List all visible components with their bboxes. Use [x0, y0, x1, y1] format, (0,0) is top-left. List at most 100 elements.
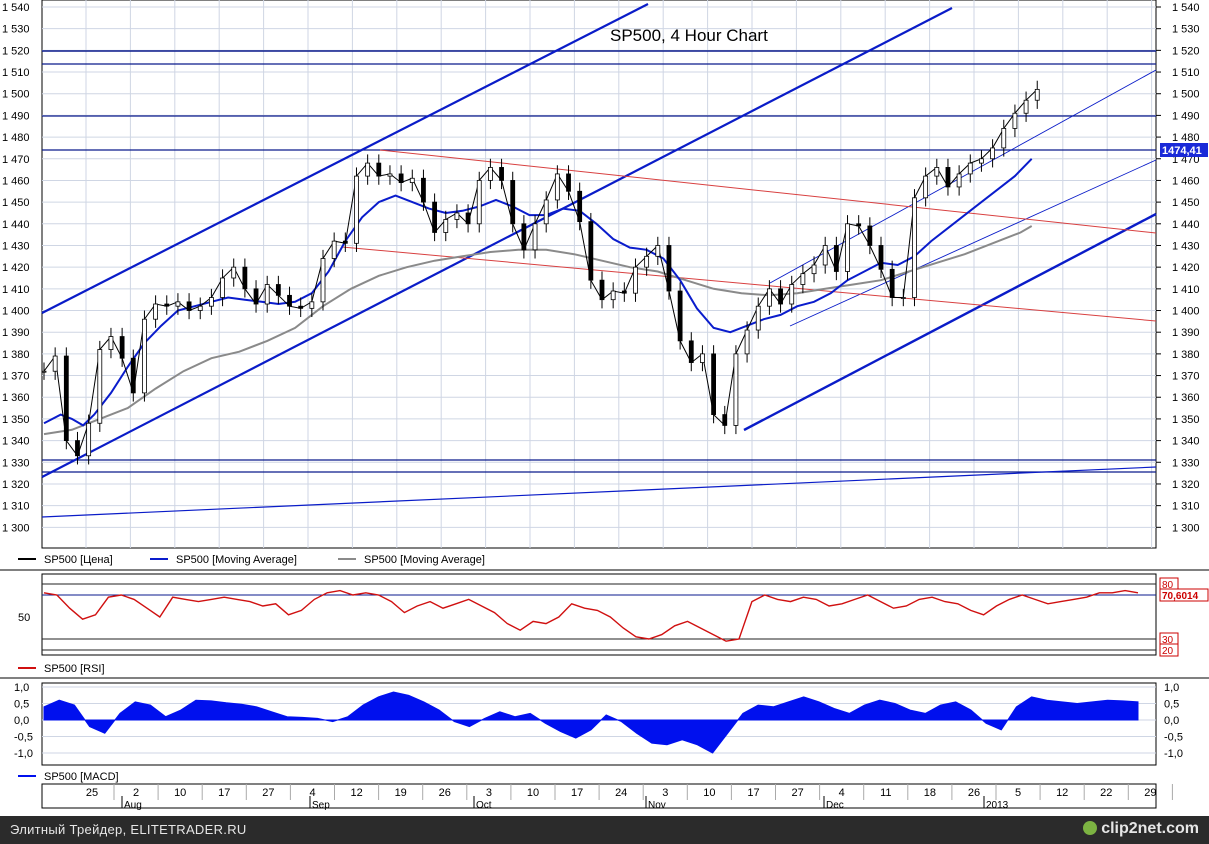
short-moving-average-line: [43, 158, 1033, 427]
price-candle-body: [755, 305, 761, 331]
price-axis-left-label: 1 530: [2, 24, 30, 36]
price-legend: SP500 [Цена] SP500 [Moving Average] SP500 …: [0, 554, 1209, 571]
price-candle-body: [722, 414, 728, 426]
price-axis-right-label: 1 480: [1172, 132, 1200, 144]
price-candle-body: [833, 245, 839, 272]
price-candle-body: [298, 305, 304, 309]
price-candle-body: [208, 297, 214, 307]
date-tick-label: 26: [968, 787, 980, 799]
price-candle-body: [867, 225, 873, 246]
price-candle-body: [610, 290, 616, 301]
price-axis-right-label: 1 360: [1172, 392, 1200, 404]
price-candle-body: [108, 336, 114, 350]
price-candle-body: [644, 255, 650, 268]
price-axis-left-label: 1 300: [2, 522, 30, 534]
price-axis-left-label: 1 450: [2, 197, 30, 209]
price-axis-left-label: 1 360: [2, 392, 30, 404]
price-candle-body: [945, 167, 951, 188]
month-label: Nov: [648, 800, 666, 811]
price-candle-body: [1001, 128, 1007, 149]
macd-panel: 1,0 1,0 0,5 0,5 0,0 0,0 -0,5 -0,5 -1,0 -1,0 SP500 …: [14, 682, 1183, 783]
rsi-right-label-box: [1159, 588, 1209, 602]
price-candle-body: [688, 340, 694, 363]
price-candle-body: [1023, 99, 1029, 114]
macd-axis-right-label: 1,0: [1164, 682, 1179, 694]
chart-title: SP500, 4 Hour Chart: [610, 26, 768, 45]
price-candle-body: [487, 167, 493, 181]
month-label: Oct: [476, 800, 492, 811]
date-tick-label: 18: [924, 787, 936, 799]
price-candle-body: [666, 245, 672, 292]
date-tick-label: 17: [571, 787, 583, 799]
price-candle-body: [566, 173, 571, 192]
price-candle-body: [231, 266, 237, 279]
price-candle-body: [532, 223, 538, 251]
price-candle-body: [253, 288, 259, 305]
price-candle-body: [186, 301, 192, 311]
date-tick-label: 26: [439, 787, 451, 799]
price-candle-body: [409, 177, 415, 184]
macd-axis-right-label: -0,5: [1164, 732, 1183, 744]
price-candle-body: [856, 223, 862, 227]
price-candle-body: [175, 301, 181, 307]
price-axis-left-label: 1 350: [2, 414, 30, 426]
rsi-right-label: 80: [1162, 580, 1174, 591]
price-label-value: 1474,41: [1162, 145, 1202, 157]
price-candle-body: [1034, 88, 1040, 101]
price-axis-left-label: 1 380: [2, 349, 30, 361]
rsi-right-label-box: [1159, 643, 1179, 657]
price-axis-right-label: 1 410: [1172, 284, 1200, 296]
price-candle-body: [621, 290, 627, 294]
date-tick-label: 12: [350, 787, 362, 799]
price-candle-body: [800, 273, 806, 285]
price-candle-body: [130, 357, 136, 394]
price-axis-left-label: 1 430: [2, 240, 30, 252]
price-candle-body: [287, 294, 292, 307]
price-candle-body: [220, 277, 225, 298]
date-tick-label: 5: [1015, 787, 1021, 799]
price-axis-right-label: 1 440: [1172, 219, 1200, 231]
price-candle-body: [778, 288, 783, 305]
price-candle-body: [398, 173, 404, 184]
price-candle-body: [86, 422, 92, 457]
price-candle-body: [320, 258, 326, 303]
red-channel-lower: [341, 246, 1157, 322]
price-candle-body: [554, 173, 560, 201]
price-candle-body: [845, 223, 850, 272]
price-candle-body: [264, 284, 270, 305]
price-axis-left-label: 1 480: [2, 132, 30, 144]
date-tick-label: 22: [1100, 787, 1112, 799]
trendline: [41, 466, 1157, 518]
trendline: [41, 3, 649, 314]
price-axis-left-label: 1 490: [2, 110, 30, 122]
date-tick-label: 10: [527, 787, 539, 799]
price-axis-left-label: 1 420: [2, 262, 30, 274]
long-moving-average-line: [43, 225, 1033, 436]
price-candle-body: [476, 180, 482, 225]
date-tick-label: 3: [662, 787, 668, 799]
trendline: [743, 212, 1157, 432]
date-tick-label: 27: [262, 787, 274, 799]
macd-axis-left-label: 0,5: [14, 699, 29, 711]
price-candle-body: [711, 353, 716, 415]
price-candle-body: [1012, 112, 1018, 129]
macd-axis-left-label: -1,0: [14, 748, 33, 760]
price-axis-left-label: 1 470: [2, 154, 30, 166]
price-axis-right-label: 1 310: [1172, 501, 1200, 513]
macd-axis-right-label: 0,0: [1164, 715, 1179, 727]
price-axis-left-label: 1 500: [2, 89, 30, 101]
price-axis-right-label: 1 350: [1172, 414, 1200, 426]
price-candle-body: [309, 301, 315, 309]
price-axis-right-label: 1 520: [1172, 45, 1200, 57]
month-label: Aug: [124, 800, 142, 811]
price-candle-body: [599, 279, 605, 301]
price-candle-body: [677, 290, 683, 342]
date-axis: 25 2 10 17 27 4 12 19 26 3 10 17 24 3 10 17 27 4 11 18 26 5 12…: [41, 783, 1173, 811]
price-candle-body: [376, 162, 382, 177]
price-candle-body: [41, 370, 47, 373]
price-candle-body: [142, 318, 147, 394]
price-axis-right-label: 1 390: [1172, 327, 1200, 339]
price-candle-body: [789, 284, 795, 305]
price-candle-body: [577, 190, 583, 223]
date-tick-label: 29: [1144, 787, 1156, 799]
